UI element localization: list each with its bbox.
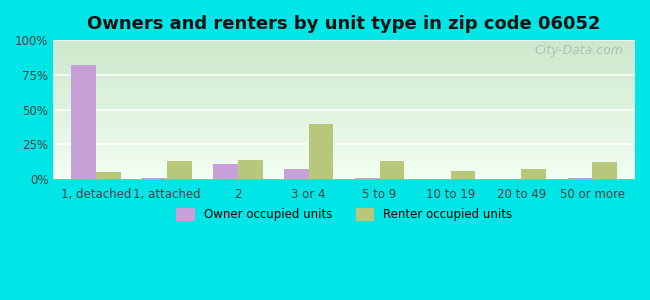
Title: Owners and renters by unit type in zip code 06052: Owners and renters by unit type in zip c… <box>87 15 601 33</box>
Bar <box>309 124 333 179</box>
Bar <box>238 160 263 179</box>
Bar <box>592 162 617 179</box>
Bar <box>167 161 192 179</box>
Bar <box>521 169 546 179</box>
Bar <box>142 178 167 179</box>
Bar <box>96 172 121 179</box>
Bar <box>450 171 475 179</box>
Bar <box>71 65 96 179</box>
Bar <box>284 169 309 179</box>
Bar <box>567 178 592 179</box>
Bar <box>355 178 380 179</box>
Bar <box>380 161 404 179</box>
Bar <box>213 164 238 179</box>
Legend: Owner occupied units, Renter occupied units: Owner occupied units, Renter occupied un… <box>172 204 517 226</box>
Text: City-Data.com: City-Data.com <box>534 44 623 57</box>
